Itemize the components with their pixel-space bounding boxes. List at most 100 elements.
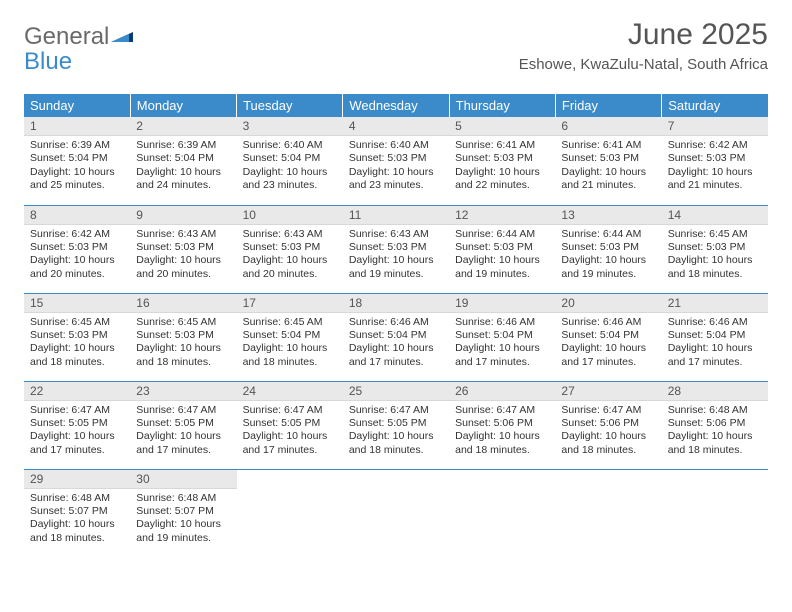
day-sunset: Sunset: 5:03 PM bbox=[30, 329, 124, 342]
day-sunset: Sunset: 5:04 PM bbox=[349, 329, 443, 342]
day-sunrise: Sunrise: 6:45 AM bbox=[668, 228, 762, 241]
day-sunrise: Sunrise: 6:46 AM bbox=[668, 316, 762, 329]
day-daylight1: Daylight: 10 hours bbox=[30, 430, 124, 443]
day-sunset: Sunset: 5:03 PM bbox=[349, 152, 443, 165]
day-daylight2: and 17 minutes. bbox=[349, 356, 443, 369]
location-text: Eshowe, KwaZulu-Natal, South Africa bbox=[519, 56, 768, 73]
day-sunrise: Sunrise: 6:47 AM bbox=[30, 404, 124, 417]
day-number: 22 bbox=[24, 382, 130, 401]
calendar-cell: 2Sunrise: 6:39 AMSunset: 5:04 PMDaylight… bbox=[130, 117, 236, 205]
day-content: Sunrise: 6:47 AMSunset: 5:06 PMDaylight:… bbox=[449, 401, 555, 462]
day-sunset: Sunset: 5:04 PM bbox=[561, 329, 655, 342]
day-content: Sunrise: 6:47 AMSunset: 5:05 PMDaylight:… bbox=[237, 401, 343, 462]
day-content: Sunrise: 6:40 AMSunset: 5:04 PMDaylight:… bbox=[237, 136, 343, 197]
weekday-header: Saturday bbox=[662, 94, 768, 117]
calendar-cell: 20Sunrise: 6:46 AMSunset: 5:04 PMDayligh… bbox=[555, 293, 661, 381]
day-content: Sunrise: 6:45 AMSunset: 5:03 PMDaylight:… bbox=[662, 225, 768, 286]
day-daylight2: and 17 minutes. bbox=[668, 356, 762, 369]
calendar-cell: .. bbox=[662, 469, 768, 557]
day-sunrise: Sunrise: 6:44 AM bbox=[561, 228, 655, 241]
calendar-cell: 9Sunrise: 6:43 AMSunset: 5:03 PMDaylight… bbox=[130, 205, 236, 293]
day-number: 28 bbox=[662, 382, 768, 401]
day-sunset: Sunset: 5:03 PM bbox=[455, 241, 549, 254]
day-number: 19 bbox=[449, 294, 555, 313]
calendar-cell: 7Sunrise: 6:42 AMSunset: 5:03 PMDaylight… bbox=[662, 117, 768, 205]
day-sunrise: Sunrise: 6:45 AM bbox=[136, 316, 230, 329]
day-daylight1: Daylight: 10 hours bbox=[30, 342, 124, 355]
day-content: Sunrise: 6:48 AMSunset: 5:07 PMDaylight:… bbox=[24, 489, 130, 550]
day-sunset: Sunset: 5:03 PM bbox=[668, 241, 762, 254]
day-sunrise: Sunrise: 6:46 AM bbox=[561, 316, 655, 329]
day-daylight1: Daylight: 10 hours bbox=[136, 518, 230, 531]
day-sunset: Sunset: 5:03 PM bbox=[30, 241, 124, 254]
day-daylight2: and 18 minutes. bbox=[561, 444, 655, 457]
day-daylight1: Daylight: 10 hours bbox=[668, 166, 762, 179]
day-content: Sunrise: 6:46 AMSunset: 5:04 PMDaylight:… bbox=[555, 313, 661, 374]
day-number: 16 bbox=[130, 294, 236, 313]
calendar-page: General Blue June 2025 Eshowe, KwaZulu-N… bbox=[0, 0, 792, 612]
calendar-cell: .. bbox=[449, 469, 555, 557]
weekday-header: Friday bbox=[555, 94, 661, 117]
day-daylight1: Daylight: 10 hours bbox=[455, 254, 549, 267]
day-content: Sunrise: 6:43 AMSunset: 5:03 PMDaylight:… bbox=[237, 225, 343, 286]
day-daylight2: and 17 minutes. bbox=[455, 356, 549, 369]
day-daylight1: Daylight: 10 hours bbox=[243, 254, 337, 267]
day-daylight2: and 18 minutes. bbox=[136, 356, 230, 369]
day-daylight1: Daylight: 10 hours bbox=[561, 430, 655, 443]
brand-word-1: General bbox=[24, 23, 109, 50]
day-daylight1: Daylight: 10 hours bbox=[455, 342, 549, 355]
day-sunrise: Sunrise: 6:39 AM bbox=[136, 139, 230, 152]
calendar-cell: 8Sunrise: 6:42 AMSunset: 5:03 PMDaylight… bbox=[24, 205, 130, 293]
day-daylight1: Daylight: 10 hours bbox=[30, 254, 124, 267]
day-content: Sunrise: 6:44 AMSunset: 5:03 PMDaylight:… bbox=[555, 225, 661, 286]
calendar-cell: 22Sunrise: 6:47 AMSunset: 5:05 PMDayligh… bbox=[24, 381, 130, 469]
day-daylight2: and 18 minutes. bbox=[455, 444, 549, 457]
day-content: Sunrise: 6:43 AMSunset: 5:03 PMDaylight:… bbox=[343, 225, 449, 286]
day-number: 12 bbox=[449, 206, 555, 225]
day-daylight1: Daylight: 10 hours bbox=[561, 254, 655, 267]
day-content: Sunrise: 6:47 AMSunset: 5:06 PMDaylight:… bbox=[555, 401, 661, 462]
calendar-cell: 30Sunrise: 6:48 AMSunset: 5:07 PMDayligh… bbox=[130, 469, 236, 557]
day-daylight1: Daylight: 10 hours bbox=[349, 166, 443, 179]
calendar-header-row: Sunday Monday Tuesday Wednesday Thursday… bbox=[24, 94, 768, 117]
day-daylight1: Daylight: 10 hours bbox=[349, 254, 443, 267]
day-sunrise: Sunrise: 6:47 AM bbox=[561, 404, 655, 417]
day-daylight2: and 18 minutes. bbox=[30, 356, 124, 369]
day-content: Sunrise: 6:47 AMSunset: 5:05 PMDaylight:… bbox=[24, 401, 130, 462]
day-content: Sunrise: 6:46 AMSunset: 5:04 PMDaylight:… bbox=[449, 313, 555, 374]
calendar-cell: 1Sunrise: 6:39 AMSunset: 5:04 PMDaylight… bbox=[24, 117, 130, 205]
day-number: 30 bbox=[130, 470, 236, 489]
day-sunrise: Sunrise: 6:42 AM bbox=[668, 139, 762, 152]
day-daylight1: Daylight: 10 hours bbox=[243, 430, 337, 443]
day-content: Sunrise: 6:39 AMSunset: 5:04 PMDaylight:… bbox=[130, 136, 236, 197]
day-daylight2: and 19 minutes. bbox=[455, 268, 549, 281]
calendar-cell: 24Sunrise: 6:47 AMSunset: 5:05 PMDayligh… bbox=[237, 381, 343, 469]
day-sunrise: Sunrise: 6:44 AM bbox=[455, 228, 549, 241]
day-content: Sunrise: 6:48 AMSunset: 5:07 PMDaylight:… bbox=[130, 489, 236, 550]
day-daylight1: Daylight: 10 hours bbox=[668, 254, 762, 267]
day-daylight2: and 20 minutes. bbox=[30, 268, 124, 281]
day-daylight1: Daylight: 10 hours bbox=[136, 430, 230, 443]
calendar-cell: 15Sunrise: 6:45 AMSunset: 5:03 PMDayligh… bbox=[24, 293, 130, 381]
day-daylight2: and 18 minutes. bbox=[668, 444, 762, 457]
day-sunset: Sunset: 5:03 PM bbox=[349, 241, 443, 254]
day-number: 20 bbox=[555, 294, 661, 313]
calendar-body: 1Sunrise: 6:39 AMSunset: 5:04 PMDaylight… bbox=[24, 117, 768, 557]
day-sunrise: Sunrise: 6:48 AM bbox=[30, 492, 124, 505]
day-sunset: Sunset: 5:04 PM bbox=[243, 329, 337, 342]
calendar-cell: 6Sunrise: 6:41 AMSunset: 5:03 PMDaylight… bbox=[555, 117, 661, 205]
weekday-header: Wednesday bbox=[343, 94, 449, 117]
day-sunrise: Sunrise: 6:39 AM bbox=[30, 139, 124, 152]
day-content: Sunrise: 6:42 AMSunset: 5:03 PMDaylight:… bbox=[24, 225, 130, 286]
day-sunset: Sunset: 5:03 PM bbox=[243, 241, 337, 254]
day-sunrise: Sunrise: 6:40 AM bbox=[243, 139, 337, 152]
day-daylight1: Daylight: 10 hours bbox=[561, 342, 655, 355]
day-content: Sunrise: 6:40 AMSunset: 5:03 PMDaylight:… bbox=[343, 136, 449, 197]
day-sunset: Sunset: 5:03 PM bbox=[561, 241, 655, 254]
day-content: Sunrise: 6:44 AMSunset: 5:03 PMDaylight:… bbox=[449, 225, 555, 286]
calendar-cell: 10Sunrise: 6:43 AMSunset: 5:03 PMDayligh… bbox=[237, 205, 343, 293]
day-number: 17 bbox=[237, 294, 343, 313]
day-number: 6 bbox=[555, 117, 661, 136]
calendar-cell: 25Sunrise: 6:47 AMSunset: 5:05 PMDayligh… bbox=[343, 381, 449, 469]
day-daylight1: Daylight: 10 hours bbox=[455, 166, 549, 179]
